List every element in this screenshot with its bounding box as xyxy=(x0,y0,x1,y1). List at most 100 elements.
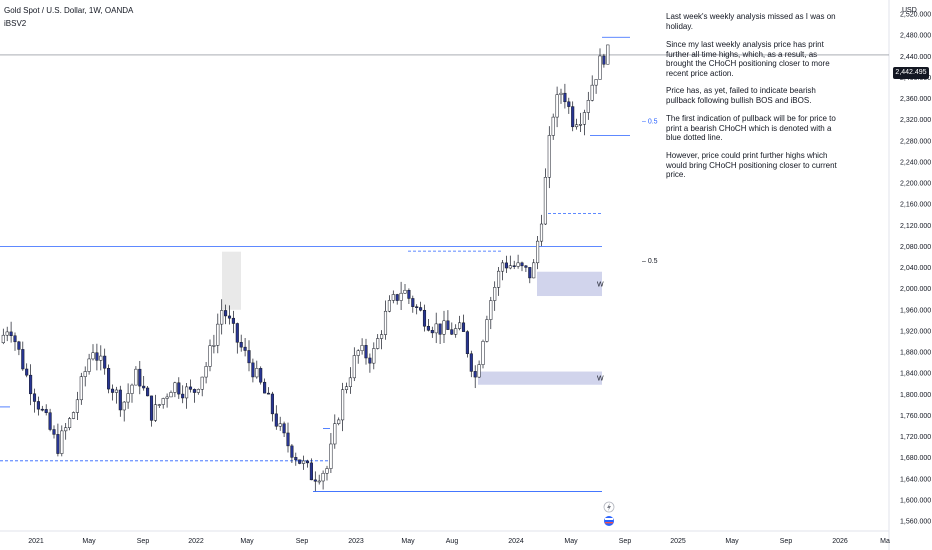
candle-body xyxy=(364,345,368,359)
candle-body xyxy=(442,320,446,335)
candle-body xyxy=(485,319,489,342)
candle-body xyxy=(395,294,399,301)
us-flag-icon xyxy=(605,522,613,524)
candle-body xyxy=(9,331,13,337)
candle-body xyxy=(142,385,146,389)
candle-body xyxy=(532,262,536,279)
candle-body xyxy=(387,300,391,312)
candle-body xyxy=(434,323,438,334)
candle-body xyxy=(512,265,516,267)
candle-body xyxy=(17,341,21,350)
candle-body xyxy=(539,223,544,242)
candle-body xyxy=(83,371,87,377)
fib-label-upper: – 0.5 xyxy=(642,119,658,126)
candle-body xyxy=(79,376,83,401)
weekly-zone-upper xyxy=(537,271,602,297)
y-tick-label: 2,280.000 xyxy=(900,138,931,145)
y-tick-label: 1,760.000 xyxy=(900,413,931,420)
candle-body xyxy=(138,368,142,387)
candle-body xyxy=(333,423,337,445)
candle-body xyxy=(294,457,298,461)
candle-body xyxy=(380,334,384,339)
candle-body xyxy=(493,287,497,301)
candle-body xyxy=(567,101,571,107)
candle-body xyxy=(415,306,419,308)
candle-body xyxy=(122,401,126,411)
note-paragraph-5: However, price could print further highs… xyxy=(666,151,837,180)
currency-label[interactable]: USD xyxy=(902,7,917,14)
candle-body xyxy=(438,323,442,335)
candle-body xyxy=(153,404,157,421)
candle-body xyxy=(188,386,193,390)
candle-body xyxy=(29,374,33,395)
lightning-icon xyxy=(607,503,611,511)
candle-body xyxy=(5,331,9,336)
x-tick-label: 2023 xyxy=(348,538,364,545)
candle-body xyxy=(173,382,177,393)
candle-body xyxy=(227,315,232,319)
fib-label-lower: – 0.5 xyxy=(642,258,658,265)
candle-body xyxy=(489,300,493,320)
note-paragraph-4: The first indication of pullback will be… xyxy=(666,114,836,143)
x-tick-label: Sep xyxy=(619,538,632,545)
candle-body xyxy=(95,352,99,361)
weekly-zone-lower xyxy=(478,371,602,385)
candle-body xyxy=(298,459,302,464)
candle-body xyxy=(75,399,79,413)
candle-body xyxy=(161,398,165,405)
x-tick-label: 2026 xyxy=(832,538,848,545)
x-tick-label: 2024 xyxy=(508,538,524,545)
x-tick-label: May xyxy=(564,538,578,545)
candle-body xyxy=(563,92,567,103)
candle-body xyxy=(344,386,349,390)
candle-body xyxy=(208,345,212,367)
candle-body xyxy=(559,92,563,95)
indicator-label[interactable]: iBSV2 xyxy=(4,19,27,28)
candle-body xyxy=(543,177,547,225)
candle-body xyxy=(477,364,481,378)
x-tick-label: May xyxy=(240,538,254,545)
candle-body xyxy=(399,292,403,301)
note-paragraph-2: Since my last weekly analysis price has … xyxy=(666,40,830,78)
candle-body xyxy=(341,389,345,421)
y-tick-label: 2,440.000 xyxy=(900,54,931,61)
y-tick-label: 1,600.000 xyxy=(900,497,931,504)
x-tick-label: Aug xyxy=(446,538,459,545)
x-tick-label: May xyxy=(82,538,96,545)
candle-body xyxy=(571,106,575,128)
candle-body xyxy=(278,423,282,427)
candle-body xyxy=(516,262,520,267)
candle-body xyxy=(578,124,583,126)
candle-body xyxy=(422,309,427,327)
symbol-title[interactable]: Gold Spot / U.S. Dollar, 1W, OANDA xyxy=(4,6,134,15)
y-tick-label: 2,160.000 xyxy=(900,202,931,209)
note-paragraph-3: Price has, as yet, failed to indicate be… xyxy=(666,86,816,105)
y-tick-label: 1,680.000 xyxy=(900,455,931,462)
candle-body xyxy=(465,331,469,354)
candle-body xyxy=(575,124,579,128)
y-tick-label: 2,360.000 xyxy=(900,96,931,103)
zone-label-upper: W xyxy=(597,282,604,289)
y-tick-label: 2,120.000 xyxy=(900,223,931,230)
candle-body xyxy=(87,358,91,372)
candle-body xyxy=(337,419,341,424)
x-tick-label: Sep xyxy=(137,538,150,545)
y-tick-label: 2,040.000 xyxy=(900,265,931,272)
candle-body xyxy=(348,377,352,387)
candle-body xyxy=(500,262,505,272)
candle-body xyxy=(504,262,508,269)
candle-body xyxy=(368,357,372,364)
x-tick-label: Ma xyxy=(880,538,890,545)
candle-body xyxy=(21,349,25,370)
candle-body xyxy=(270,393,274,415)
candle-body xyxy=(169,392,173,398)
candle-body xyxy=(91,352,95,360)
us-flag-icon xyxy=(604,516,614,526)
candle-body xyxy=(181,393,185,399)
candle-body xyxy=(212,345,216,347)
candle-body xyxy=(461,322,466,332)
us-flag-icon xyxy=(605,518,613,520)
candle-body xyxy=(376,338,380,349)
